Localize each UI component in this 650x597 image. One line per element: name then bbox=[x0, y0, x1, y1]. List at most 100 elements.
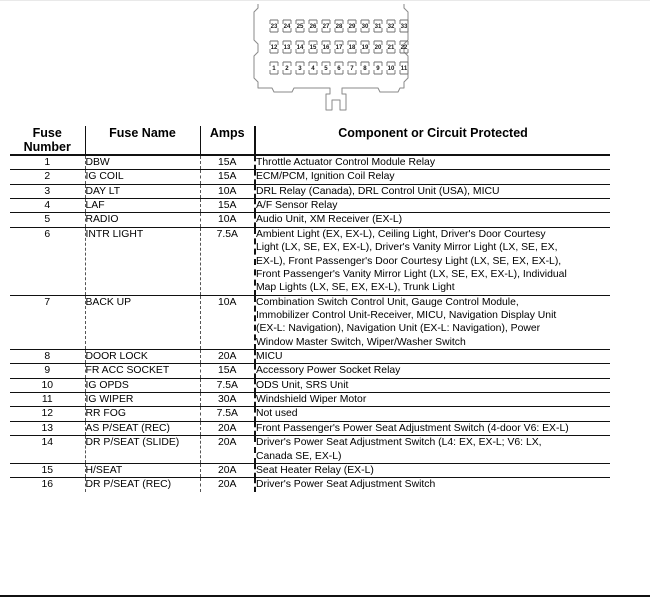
slot-number: 19 bbox=[362, 44, 369, 51]
component-line: Front Passenger's Power Seat Adjustment … bbox=[256, 422, 569, 434]
cell-amps: 10A bbox=[200, 295, 256, 351]
cell-fuse-number: 2 bbox=[10, 169, 86, 185]
component-line: Windshield Wiper Motor bbox=[256, 394, 367, 406]
cell-amps: 7.5A bbox=[200, 227, 256, 296]
cell-component: ODS Unit, SRS Unit bbox=[255, 378, 610, 394]
column-header-fuse-number-line1: Fuse bbox=[32, 126, 62, 140]
slot-number: 28 bbox=[336, 23, 343, 30]
cell-fuse-name: DR P/SEAT (SLIDE) bbox=[85, 435, 201, 464]
table-row: 9 FR ACC SOCKET 15A Accessory Power Socket … bbox=[10, 363, 610, 379]
cell-amps: 7.5A bbox=[200, 406, 256, 422]
cell-amps: 10A bbox=[200, 212, 256, 228]
cell-amps: 20A bbox=[200, 435, 256, 464]
component-line: (EX-L: Navigation), Navigation Unit (EX-… bbox=[256, 323, 541, 335]
cell-fuse-number: 13 bbox=[10, 421, 86, 437]
slot-number: 9 bbox=[376, 65, 380, 72]
cell-fuse-name: IG COIL bbox=[85, 169, 201, 185]
fuse-slot-row-middle bbox=[269, 40, 409, 54]
slot-number: 3 bbox=[298, 65, 302, 72]
slot-number: 12 bbox=[271, 44, 278, 51]
cell-fuse-name: H/SEAT bbox=[85, 463, 201, 479]
table-row: 1 DBW 15A Throttle Actuator Control Module … bbox=[10, 155, 610, 171]
slot-number: 16 bbox=[323, 44, 330, 51]
cell-fuse-name: DOOR LOCK bbox=[85, 349, 201, 365]
component-line: Driver's Power Seat Adjustment Switch (L… bbox=[256, 437, 542, 449]
table-row: 11 IG WIPER 30A Windshield Wiper Motor bbox=[10, 392, 610, 408]
slot-number: 18 bbox=[349, 44, 356, 51]
component-line: Light (LX, SE, EX, EX-L), Driver's Vanit… bbox=[256, 242, 558, 254]
component-line: Window Master Switch, Wiper/Washer Switc… bbox=[256, 336, 466, 348]
table-row: 7 BACK UP 10A Combination Switch Control Un… bbox=[10, 295, 610, 351]
cell-fuse-number: 9 bbox=[10, 363, 86, 379]
slot-number: 13 bbox=[284, 44, 291, 51]
cell-amps: 20A bbox=[200, 463, 256, 479]
component-line: Front Passenger's Vanity Mirror Light (L… bbox=[256, 268, 567, 280]
slot-number: 32 bbox=[388, 23, 395, 30]
component-line: Driver's Power Seat Adjustment Switch bbox=[256, 479, 436, 491]
slot-number: 11 bbox=[401, 65, 408, 72]
table-row: 14 DR P/SEAT (SLIDE) 20A Driver's Power Sea… bbox=[10, 435, 610, 464]
cell-fuse-number: 8 bbox=[10, 349, 86, 365]
cell-fuse-name: BACK UP bbox=[85, 295, 201, 351]
slot-number: 2 bbox=[285, 65, 289, 72]
cell-amps: 15A bbox=[200, 198, 256, 214]
cell-fuse-number: 16 bbox=[10, 477, 86, 492]
slot-number: 21 bbox=[388, 44, 395, 51]
cell-fuse-name: INTR LIGHT bbox=[85, 227, 201, 296]
cell-component: DRL Relay (Canada), DRL Control Unit (US… bbox=[255, 184, 610, 200]
component-line: Map Lights (LX, SE, EX, EX-L), Trunk Lig… bbox=[256, 282, 455, 294]
table-header-row: Fuse Number Fuse Name Amps Component or … bbox=[10, 126, 610, 156]
slot-number: 5 bbox=[324, 65, 328, 72]
cell-amps: 15A bbox=[200, 363, 256, 379]
cell-amps: 10A bbox=[200, 184, 256, 200]
slot-number: 20 bbox=[375, 44, 382, 51]
cell-amps: 20A bbox=[200, 477, 256, 492]
slot-number: 6 bbox=[337, 65, 341, 72]
slot-number: 26 bbox=[310, 23, 317, 30]
column-header-fuse-number-line2: Number bbox=[23, 140, 71, 154]
cell-fuse-name: RR FOG bbox=[85, 406, 201, 422]
component-line: MICU bbox=[256, 351, 283, 363]
table-row: 12 RR FOG 7.5A Not used bbox=[10, 406, 610, 422]
page-bottom-edge bbox=[0, 595, 650, 597]
cell-fuse-name: DR P/SEAT (REC) bbox=[85, 477, 201, 492]
slot-number: 7 bbox=[350, 65, 354, 72]
table-row: 16 DR P/SEAT (REC) 20A Driver's Power Seat … bbox=[10, 477, 610, 492]
slot-number: 31 bbox=[375, 23, 382, 30]
fuse-slot-group bbox=[269, 19, 409, 75]
table-row: 4 LAF 15A A/F Sensor Relay bbox=[10, 198, 610, 214]
slot-number: 8 bbox=[363, 65, 367, 72]
component-line: Combination Switch Control Unit, Gauge C… bbox=[256, 296, 519, 308]
table-row: 3 DAY LT 10A DRL Relay (Canada), DRL Contro… bbox=[10, 184, 610, 200]
cell-fuse-number: 5 bbox=[10, 212, 86, 228]
slot-number: 14 bbox=[297, 44, 304, 51]
cell-amps: 15A bbox=[200, 155, 256, 171]
cell-component: Ambient Light (EX, EX-L), Ceiling Light,… bbox=[255, 227, 610, 296]
page-top-rule bbox=[0, 0, 650, 1]
cell-fuse-number: 10 bbox=[10, 378, 86, 394]
cell-component: Not used bbox=[255, 406, 610, 422]
cell-fuse-number: 14 bbox=[10, 435, 86, 464]
cell-fuse-number: 6 bbox=[10, 227, 86, 296]
table-header: Fuse Number Fuse Name Amps Component or … bbox=[10, 126, 610, 156]
table-row: 13 AS P/SEAT (REC) 20A Front Passenger's Po… bbox=[10, 421, 610, 437]
cell-amps: 20A bbox=[200, 349, 256, 365]
table-body: 1 DBW 15A Throttle Actuator Control Module … bbox=[10, 155, 610, 492]
table-row: 8 DOOR LOCK 20A MICU bbox=[10, 349, 610, 365]
slot-number: 27 bbox=[323, 23, 330, 30]
component-line: Ambient Light (EX, EX-L), Ceiling Light,… bbox=[256, 228, 546, 240]
table-row: 15 H/SEAT 20A Seat Heater Relay (EX-L) bbox=[10, 463, 610, 479]
cell-fuse-name: IG OPDS bbox=[85, 378, 201, 394]
component-line: Seat Heater Relay (EX-L) bbox=[256, 464, 374, 476]
cell-fuse-number: 11 bbox=[10, 392, 86, 408]
cell-component: Windshield Wiper Motor bbox=[255, 392, 610, 408]
component-line: Canada SE, EX-L) bbox=[256, 450, 342, 462]
cell-component: Seat Heater Relay (EX-L) bbox=[255, 463, 610, 479]
interior-fuse-box-diagram: 23 24 25 26 27 28 29 30 31 32 33 12 13 1… bbox=[248, 2, 412, 114]
cell-component: Audio Unit, XM Receiver (EX-L) bbox=[255, 212, 610, 228]
component-line: ODS Unit, SRS Unit bbox=[256, 379, 349, 391]
cell-component: Throttle Actuator Control Module Relay bbox=[255, 155, 610, 171]
fuse-slot-numbers: 23 24 25 26 27 28 29 30 31 32 33 12 13 1… bbox=[271, 23, 408, 72]
slot-number: 29 bbox=[349, 23, 356, 30]
cell-fuse-name: DAY LT bbox=[85, 184, 201, 200]
